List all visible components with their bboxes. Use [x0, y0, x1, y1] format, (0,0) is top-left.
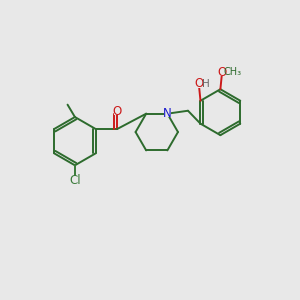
Text: O: O: [218, 66, 227, 79]
Bar: [164, 110, 171, 117]
Text: H: H: [202, 79, 209, 88]
Bar: [195, 81, 208, 88]
Text: O: O: [194, 77, 204, 90]
Text: O: O: [112, 105, 122, 118]
Bar: [114, 108, 120, 115]
Text: CH₃: CH₃: [223, 67, 241, 77]
Bar: [218, 69, 240, 76]
Bar: [69, 176, 80, 184]
Text: N: N: [163, 107, 172, 120]
Text: Cl: Cl: [69, 173, 81, 187]
